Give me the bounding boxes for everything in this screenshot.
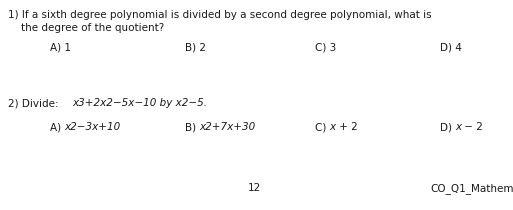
Text: A) 1: A) 1 [50,42,71,52]
Text: A): A) [50,122,64,132]
Text: x2+7x+30: x2+7x+30 [200,122,255,132]
Text: C): C) [315,122,330,132]
Text: B) 2: B) 2 [185,42,206,52]
Text: x3+2x2−5x−10 by x2−5.: x3+2x2−5x−10 by x2−5. [72,98,207,108]
Text: C) 3: C) 3 [315,42,336,52]
Text: + 2: + 2 [336,122,358,132]
Text: 12: 12 [248,183,261,193]
Text: D) 4: D) 4 [440,42,462,52]
Text: CO_Q1_Mathematics: CO_Q1_Mathematics [430,183,513,194]
Text: x2−3x+10: x2−3x+10 [64,122,121,132]
Text: B): B) [185,122,200,132]
Text: x: x [455,122,461,132]
Text: 1) If a sixth degree polynomial is divided by a second degree polynomial, what i: 1) If a sixth degree polynomial is divid… [8,10,431,20]
Text: 2) Divide:: 2) Divide: [8,98,62,108]
Text: D): D) [440,122,455,132]
Text: the degree of the quotient?: the degree of the quotient? [8,23,164,33]
Text: x: x [330,122,336,132]
Text: − 2: − 2 [461,122,483,132]
